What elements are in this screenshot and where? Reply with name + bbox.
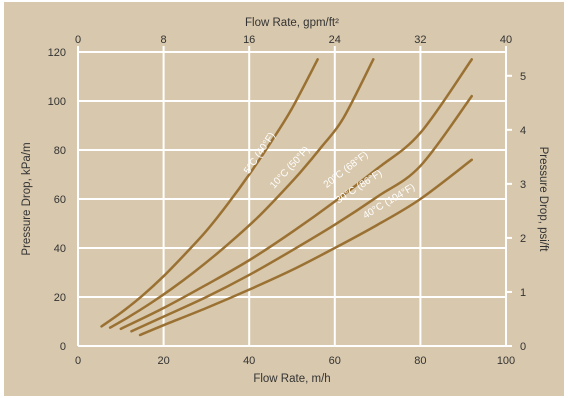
y-axis-title: Pressure Drop, kPa/m (21, 142, 33, 255)
curve-series-3 (130, 94, 474, 333)
y-tick-label-0: 0 (60, 341, 66, 353)
x-tick-label-0: 0 (75, 355, 81, 367)
x-tick-label-4: 80 (414, 355, 426, 367)
y-tick-label-5: 100 (48, 96, 66, 108)
pressure-drop-chart: 5°C (40°F)10°C (50°F) 20°C (68°F)30°C (86… (21, 17, 549, 385)
top-x-tick-label-4: 32 (414, 34, 426, 46)
curve-label-0: 5°C (40°F) (242, 131, 278, 177)
curve-series-4 (138, 158, 474, 337)
y-tick-label-1: 20 (54, 292, 66, 304)
y-tick-label-6: 120 (48, 47, 66, 59)
curve-series-1 (108, 58, 375, 329)
right-y-tick-label-5: 5 (520, 71, 526, 83)
top-x-tick-label-3: 24 (329, 34, 341, 46)
x-tick-label-2: 40 (243, 355, 255, 367)
right-y-tick-label-0: 0 (520, 341, 526, 353)
x-tick-label-3: 60 (329, 355, 341, 367)
x-axis-title: Flow Rate, m/h (253, 373, 330, 385)
x-tick-label-1: 20 (157, 355, 169, 367)
right-y-tick-label-1: 1 (520, 287, 526, 299)
right-y-tick-label-4: 4 (520, 125, 526, 137)
top-x-tick-label-5: 40 (500, 34, 512, 46)
right-y-axis-title: Pressure Drop, psi/ft (537, 147, 549, 253)
curve-series-2 (119, 58, 474, 331)
top-x-axis-title: Flow Rate, gpm/ft² (245, 17, 339, 29)
grid-lines (77, 46, 512, 347)
y-tick-label-2: 40 (54, 243, 66, 255)
top-x-tick-label-0: 0 (75, 34, 81, 46)
y-tick-label-4: 80 (54, 145, 66, 157)
chart-panel: 5°C (40°F) 10°C (50°F) 20°C (68°F) 30°C (86… (4, 2, 564, 396)
right-y-tick-label-3: 3 (520, 179, 526, 191)
curve-series-0 (100, 58, 319, 328)
top-x-tick-label-2: 16 (243, 34, 255, 46)
top-x-tick-label-1: 8 (161, 34, 167, 46)
x-tick-label-5: 100 (497, 355, 515, 367)
y-tick-label-3: 60 (54, 194, 66, 206)
right-y-tick-label-2: 2 (520, 233, 526, 245)
